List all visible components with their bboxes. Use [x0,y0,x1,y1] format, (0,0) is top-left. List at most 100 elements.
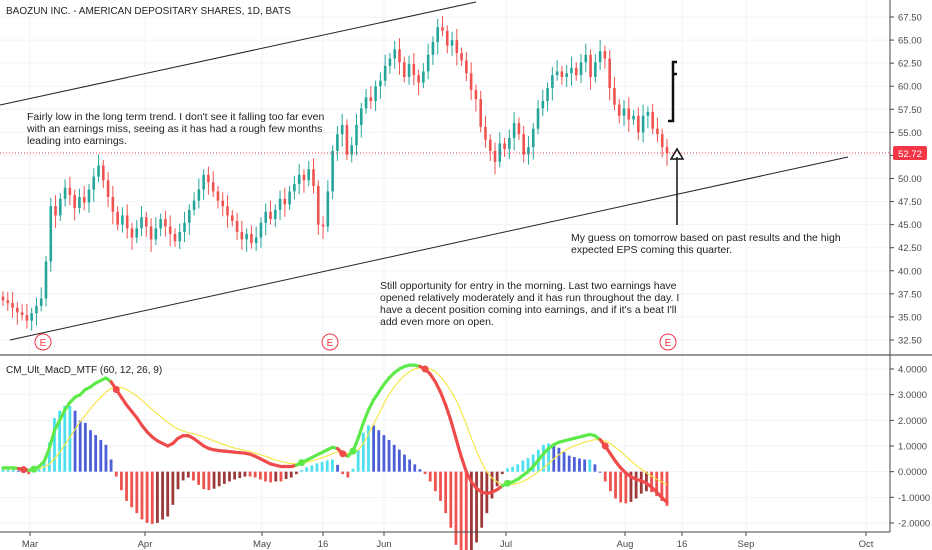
price-axis[interactable]: 32.50 35.00 37.50 40.00 42.50 45.00 47.50 50.00… [890,13,922,347]
histogram-bar [320,461,324,472]
histogram-bar [310,465,314,472]
candle [374,80,377,112]
histogram-bar [608,471,612,492]
histogram-bar [114,471,118,477]
lower-trend-line[interactable] [9,156,849,341]
histogram-bar [53,418,56,472]
upper-trend-line[interactable] [0,1,477,106]
candle [273,204,277,227]
candle [39,287,43,312]
candle [183,211,186,243]
annotation-note-2[interactable]: My guess on tomorrow based on past resul… [571,232,844,256]
price-tick-label: 62.50 [898,59,922,70]
candle [235,212,239,240]
histogram-bar [506,468,509,472]
candle [49,197,53,272]
histogram-bar [325,460,329,472]
histogram-bar [78,420,82,472]
time-axis[interactable]: Mar Apr May 16 Jun Jul Aug 16 Sep Oct [22,532,874,550]
candle [508,129,511,160]
time-tick-label: Jul [500,539,512,550]
histogram-bar [639,471,643,494]
note1-line-2: with an earnings miss, seeing as it has … [26,123,322,135]
macd-tick-label: 3.0000 [898,390,927,401]
time-tick-label: Aug [617,539,634,550]
candle [140,206,143,237]
forecast-bracket [668,60,677,123]
candle [488,134,492,161]
candle [240,220,244,250]
candle [637,107,640,141]
price-tick-label: 67.50 [898,13,922,24]
histogram-bar [27,471,31,475]
candle [316,180,320,235]
candle [426,43,430,80]
histogram-bar [228,471,231,482]
candle [221,192,225,217]
candle [417,69,420,95]
candle [422,63,425,89]
candle [312,158,315,194]
macd-segment [356,421,365,440]
note3-line-3: have a decent position coming into earni… [380,304,676,316]
time-tick-label: 16 [318,539,329,550]
macd-tick-label: -2.0000 [898,519,930,530]
histogram-bar [284,471,288,479]
histogram-bar [300,470,303,472]
histogram-bar [382,435,386,472]
note2-line-2: expected EPS coming this quarter. [571,244,732,256]
candle [63,179,67,207]
earnings-marker[interactable]: E [659,333,677,351]
candle [331,145,334,200]
candle [102,160,105,189]
histogram-bar [130,471,134,508]
macd-histogram [1,405,669,550]
histogram-bar [125,471,128,501]
candle [87,184,91,213]
histogram-bar [207,471,211,491]
earnings-marker[interactable]: E [321,333,339,351]
histogram-bar [42,460,46,472]
earnings-marker[interactable]: E [34,333,52,351]
cross-dot [30,465,38,473]
candle [445,25,449,54]
cross-dot [339,450,347,458]
histogram-bar [269,471,273,483]
histogram-bar [264,471,267,482]
histogram-bar [99,439,103,472]
histogram-bar [294,471,298,475]
histogram-bar [557,447,561,472]
price-tick-label: 47.50 [898,197,922,208]
candle [603,45,607,69]
macd-segment [52,418,62,433]
histogram-bar [11,469,15,472]
candle [188,204,191,236]
candle [20,304,24,321]
candle [35,297,38,326]
candle [379,72,382,99]
candle [125,204,129,239]
candle [541,89,545,117]
macd-axis[interactable]: -2.0000 -1.0000 0.0000 1.0000 2.0000 3.0000 4.… [890,365,930,530]
annotation-note-3[interactable]: Still opportunity for entry in the morni… [380,280,682,328]
annotation-note-1[interactable]: Fairly low in the long term trend. I don… [26,111,327,147]
candle [584,43,588,73]
candle [336,125,339,161]
macd-segment [42,446,51,463]
histogram-bar [526,458,530,472]
histogram-bar [624,471,628,504]
candle [570,56,573,86]
histogram-bar [619,471,623,503]
candle [656,117,659,143]
macd-cross-dots [20,365,609,487]
macd-tick-label: 4.0000 [898,365,927,376]
chart-title: BAOZUN INC. - AMERICAN DEPOSITARY SHARES… [6,6,291,17]
candle [44,256,48,307]
macd-tick-label: 2.0000 [898,416,927,427]
candle [531,123,535,160]
candle [154,217,158,245]
candle [460,47,463,66]
candle [130,222,134,251]
candle [536,100,540,135]
